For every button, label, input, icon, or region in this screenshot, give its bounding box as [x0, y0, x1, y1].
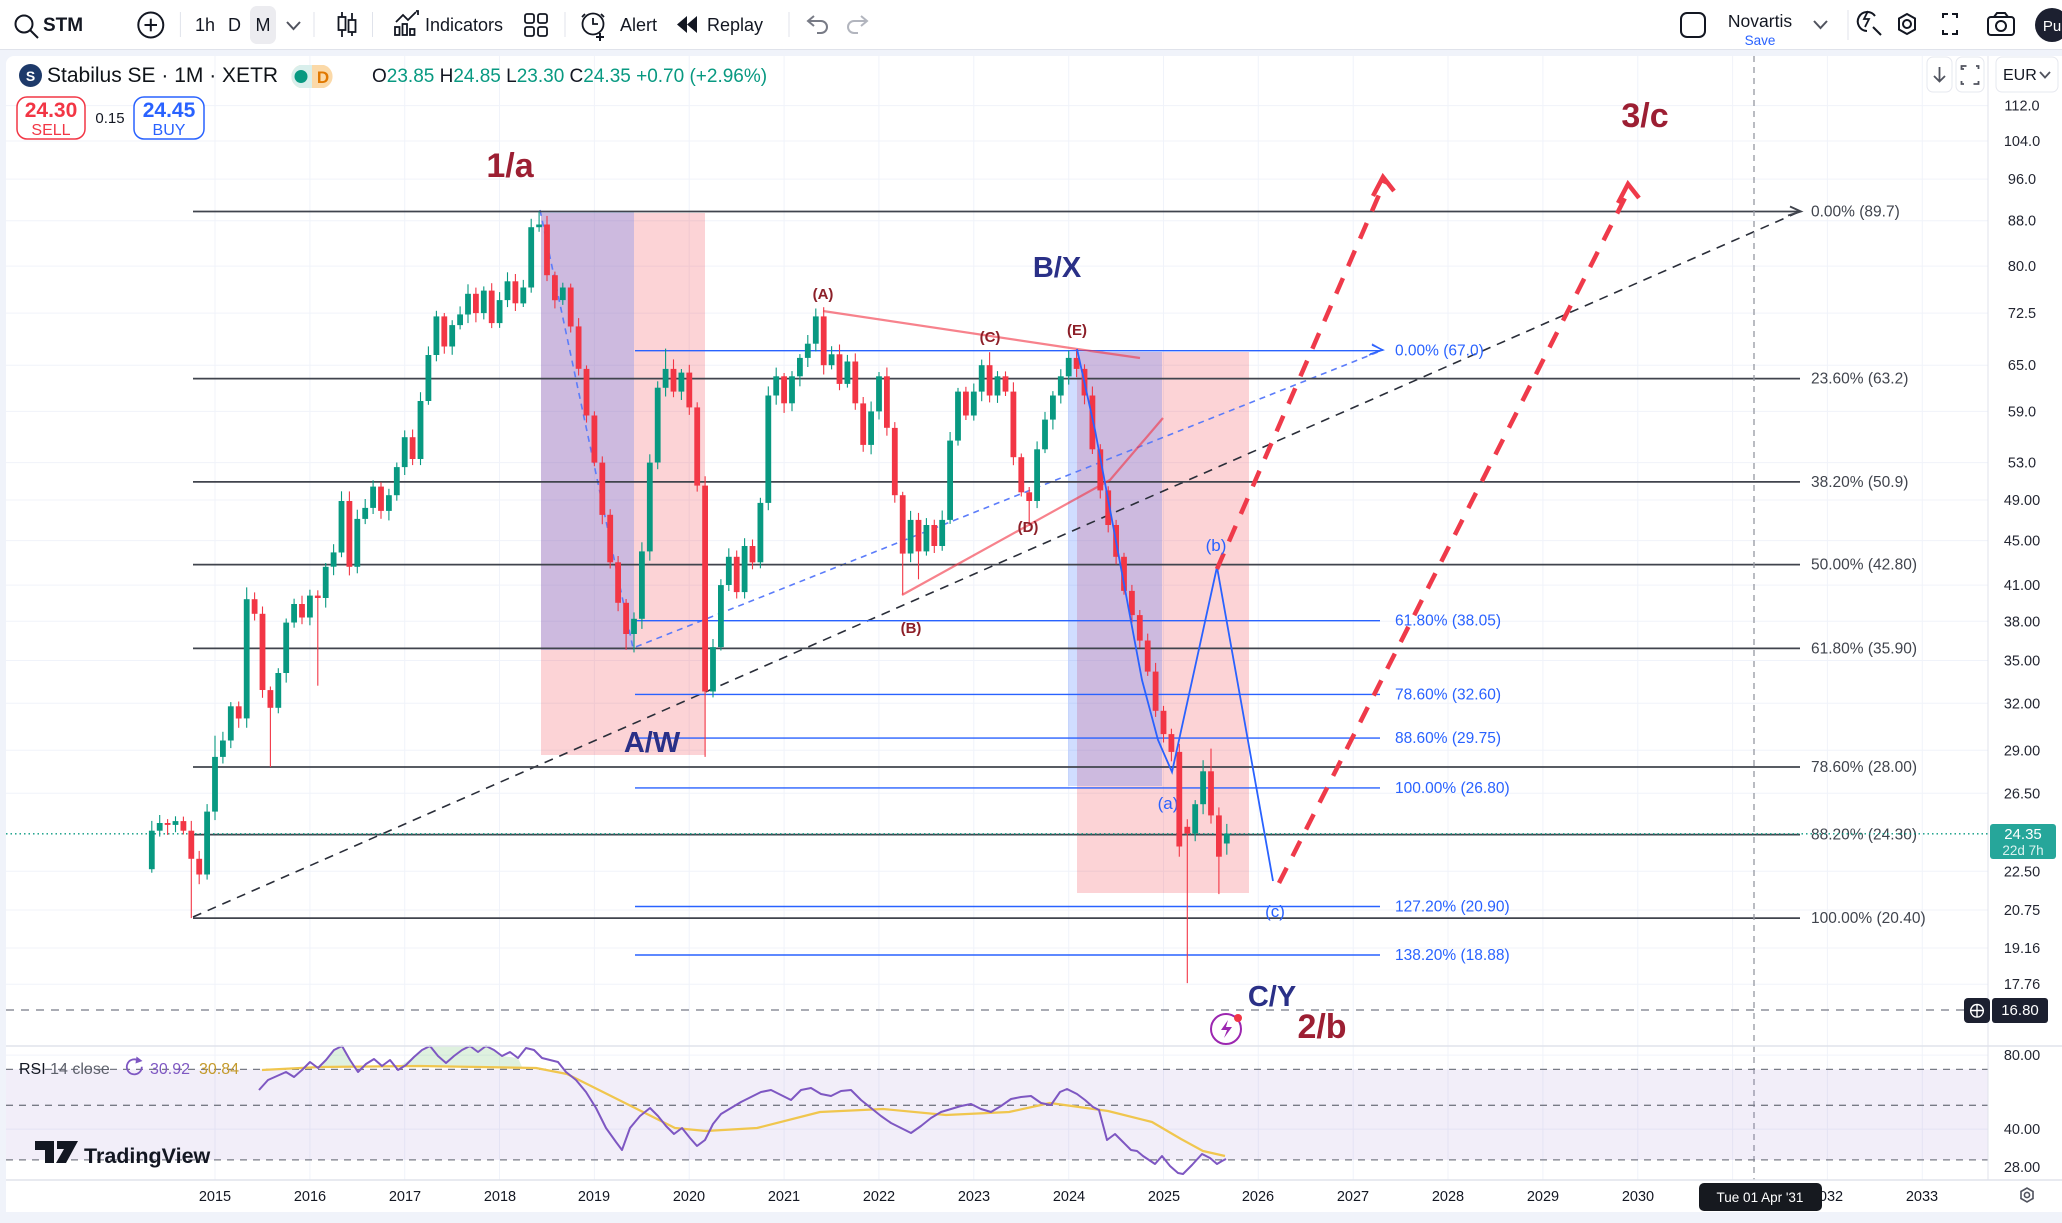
svg-text:78.60% (28.00): 78.60% (28.00) [1811, 759, 1917, 776]
svg-text:(A): (A) [813, 286, 834, 303]
svg-text:32.00: 32.00 [2004, 696, 2040, 712]
svg-text:17.76: 17.76 [2004, 977, 2040, 993]
svg-text:BUY: BUY [153, 122, 186, 139]
svg-text:0.00% (89.7): 0.00% (89.7) [1811, 204, 1900, 221]
svg-text:A/W: A/W [624, 727, 681, 759]
svg-text:88.20% (24.30): 88.20% (24.30) [1811, 827, 1917, 844]
svg-text:41.00: 41.00 [2004, 578, 2040, 594]
svg-text:50.00% (42.80): 50.00% (42.80) [1811, 557, 1917, 574]
svg-text:Stabilus SE · 1M · XETR: Stabilus SE · 1M · XETR [47, 64, 278, 87]
svg-text:138.20% (18.88): 138.20% (18.88) [1395, 947, 1510, 964]
svg-text:2021: 2021 [768, 1189, 800, 1205]
svg-text:24.45: 24.45 [143, 99, 196, 122]
svg-text:19.16: 19.16 [2004, 941, 2040, 957]
svg-text:2019: 2019 [578, 1189, 610, 1205]
svg-text:Pu: Pu [2043, 18, 2061, 35]
svg-text:88.60% (29.75): 88.60% (29.75) [1395, 730, 1501, 747]
svg-text:2016: 2016 [294, 1189, 326, 1205]
svg-text:D: D [317, 68, 329, 87]
svg-text:61.80% (38.05): 61.80% (38.05) [1395, 613, 1501, 630]
svg-text:80.0: 80.0 [2008, 259, 2036, 275]
svg-text:30.84: 30.84 [199, 1061, 239, 1078]
svg-text:(a): (a) [1158, 794, 1179, 813]
svg-text:2033: 2033 [1906, 1189, 1938, 1205]
svg-text:30.92: 30.92 [150, 1061, 190, 1078]
svg-text:26.50: 26.50 [2004, 786, 2040, 802]
svg-text:(C): (C) [980, 329, 1001, 346]
svg-text:2029: 2029 [1527, 1189, 1559, 1205]
svg-text:Novartis: Novartis [1728, 11, 1792, 31]
svg-text:100.00% (20.40): 100.00% (20.40) [1811, 910, 1926, 927]
svg-text:SELL: SELL [31, 122, 70, 139]
svg-text:80.00: 80.00 [2004, 1048, 2040, 1064]
svg-text:96.0: 96.0 [2008, 172, 2036, 188]
svg-text:(E): (E) [1067, 322, 1087, 339]
svg-text:104.0: 104.0 [2004, 134, 2040, 150]
svg-text:2022: 2022 [863, 1189, 895, 1205]
svg-text:2028: 2028 [1432, 1189, 1464, 1205]
svg-text:24.30: 24.30 [25, 99, 78, 122]
svg-text:D: D [228, 15, 241, 35]
svg-text:2024: 2024 [1053, 1189, 1085, 1205]
svg-text:16.80: 16.80 [2001, 1002, 2039, 1019]
svg-text:(c): (c) [1265, 902, 1285, 921]
svg-text:S: S [26, 68, 35, 84]
svg-text:(D): (D) [1018, 519, 1039, 536]
svg-text:Alert: Alert [620, 15, 657, 35]
svg-text:0.15: 0.15 [95, 110, 124, 127]
svg-text:88.0: 88.0 [2008, 214, 2036, 230]
svg-text:O23.85 H24.85 L23.30 C24.35: O23.85 H24.85 L23.30 C24.35 +0.70 (+2.96… [372, 66, 767, 87]
svg-text:72.5: 72.5 [2008, 306, 2036, 322]
svg-text:C/Y: C/Y [1248, 981, 1296, 1013]
svg-text:23.60% (63.2): 23.60% (63.2) [1811, 371, 1908, 388]
svg-text:1h: 1h [195, 15, 215, 35]
svg-text:1/a: 1/a [486, 147, 534, 185]
svg-text:B/X: B/X [1033, 252, 1082, 284]
svg-text:(B): (B) [901, 620, 922, 637]
svg-text:53.0: 53.0 [2008, 456, 2036, 472]
svg-text:2030: 2030 [1622, 1189, 1654, 1205]
svg-text:2026: 2026 [1242, 1189, 1274, 1205]
svg-text:2023: 2023 [958, 1189, 990, 1205]
svg-text:38.00: 38.00 [2004, 614, 2040, 630]
svg-text:78.60% (32.60): 78.60% (32.60) [1395, 686, 1501, 703]
svg-text:M: M [256, 15, 271, 35]
svg-text:RSI 14 close: RSI 14 close [19, 1061, 110, 1078]
svg-text:Indicators: Indicators [425, 15, 503, 35]
svg-text:2015: 2015 [199, 1189, 231, 1205]
svg-text:100.00% (26.80): 100.00% (26.80) [1395, 780, 1510, 797]
svg-text:38.20% (50.9): 38.20% (50.9) [1811, 474, 1908, 491]
svg-text:Save: Save [1745, 33, 1776, 48]
svg-text:59.0: 59.0 [2008, 404, 2036, 420]
svg-text:127.20% (20.90): 127.20% (20.90) [1395, 899, 1510, 916]
svg-text:3/c: 3/c [1621, 97, 1668, 135]
svg-text:2025: 2025 [1148, 1189, 1180, 1205]
svg-text:22d 7h: 22d 7h [2002, 843, 2043, 858]
svg-text:2027: 2027 [1337, 1189, 1369, 1205]
svg-text:24.35: 24.35 [2004, 826, 2042, 843]
svg-text:2018: 2018 [484, 1189, 516, 1205]
svg-text:22.50: 22.50 [2004, 864, 2040, 880]
svg-text:Tue 01 Apr '31: Tue 01 Apr '31 [1717, 1190, 1804, 1205]
svg-text:35.00: 35.00 [2004, 654, 2040, 670]
svg-text:45.00: 45.00 [2004, 534, 2040, 550]
svg-text:0.00% (67.0): 0.00% (67.0) [1395, 343, 1484, 360]
svg-text:65.0: 65.0 [2008, 358, 2036, 374]
svg-text:40.00: 40.00 [2004, 1122, 2040, 1138]
svg-text:61.80% (35.90): 61.80% (35.90) [1811, 640, 1917, 657]
svg-text:2017: 2017 [389, 1189, 421, 1205]
svg-text:20.75: 20.75 [2004, 903, 2040, 919]
svg-text:2/b: 2/b [1297, 1008, 1346, 1046]
svg-text:2020: 2020 [673, 1189, 705, 1205]
svg-text:112.0: 112.0 [2004, 99, 2039, 115]
svg-text:EUR: EUR [2003, 67, 2037, 84]
svg-text:STM: STM [43, 15, 83, 36]
svg-text:TradingView: TradingView [84, 1144, 211, 1168]
svg-text:29.00: 29.00 [2004, 743, 2040, 759]
svg-text:49.00: 49.00 [2004, 493, 2040, 509]
svg-text:28.00: 28.00 [2004, 1160, 2040, 1176]
svg-text:Replay: Replay [707, 15, 763, 35]
svg-text:(b): (b) [1206, 536, 1227, 555]
